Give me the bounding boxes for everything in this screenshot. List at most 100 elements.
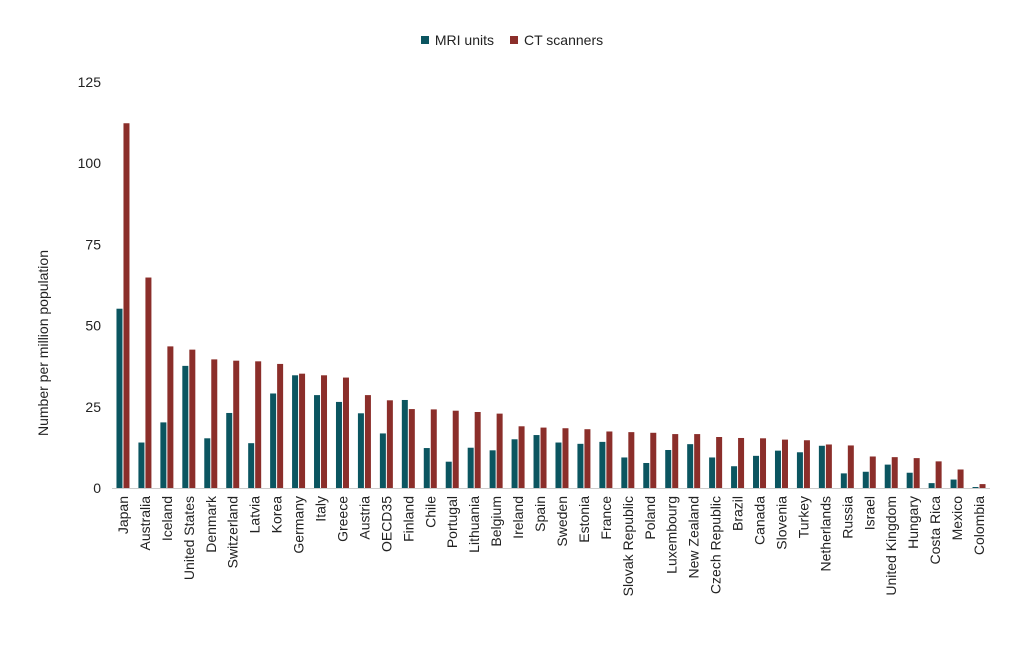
bar-mri (555, 442, 562, 488)
bar-mri (116, 308, 123, 488)
x-tick-label: Belgium (488, 496, 504, 547)
x-tick-label: Turkey (795, 496, 811, 538)
bar-mri (314, 395, 321, 488)
bar-mri (401, 399, 408, 488)
bar-mri (884, 464, 891, 488)
legend-swatch-ct (510, 36, 518, 44)
bar-ct (650, 432, 657, 488)
x-tick-label: Italy (313, 496, 329, 522)
bar-mri (665, 449, 672, 488)
x-tick-label: Sweden (554, 496, 570, 547)
bar-mri (709, 457, 716, 488)
bar-ct (430, 409, 437, 488)
x-tick-label: United Kingdom (883, 496, 899, 596)
bar-ct (540, 427, 547, 488)
bar-ct (913, 458, 920, 488)
legend-label-ct: CT scanners (524, 32, 604, 48)
bar-ct (606, 431, 613, 488)
bar-ct (496, 413, 503, 488)
bar-ct (694, 434, 701, 488)
x-tick-label: New Zealand (686, 496, 702, 579)
bar-mri (950, 479, 957, 488)
bar-mri (226, 412, 233, 488)
bar-mri (621, 457, 628, 488)
bar-ct (672, 434, 679, 488)
bar-ct (299, 373, 306, 488)
bar-mri (687, 444, 694, 488)
y-tick-label: 0 (93, 480, 101, 496)
y-tick-label: 100 (78, 155, 102, 171)
bar-mri (160, 422, 167, 488)
x-tick-label: Japan (115, 496, 131, 534)
legend-item-mri: MRI units (420, 32, 494, 48)
bar-ct (474, 411, 481, 488)
x-tick-label: Poland (642, 496, 658, 540)
x-tick-label: Finland (400, 496, 416, 542)
x-tick-label: Switzerland (225, 496, 241, 568)
x-tick-label: Costa Rica (927, 496, 943, 565)
x-tick-label: Ireland (510, 496, 526, 539)
x-tick-label: Portugal (444, 496, 460, 548)
x-tick-label: Latvia (247, 496, 263, 534)
x-tick-label: Spain (532, 496, 548, 532)
bar-mri (577, 443, 584, 488)
bar-mri (270, 393, 277, 488)
bar-mri (643, 462, 650, 488)
bar-mri (511, 439, 518, 488)
bar-ct (847, 445, 854, 488)
legend-label-mri: MRI units (434, 32, 494, 48)
y-tick-label: 50 (85, 318, 101, 334)
bar-ct (716, 437, 723, 488)
bar-mri (248, 443, 255, 488)
x-tick-label: Estonia (576, 496, 592, 543)
bar-ct (364, 395, 371, 488)
bar-ct (233, 360, 240, 488)
bar-ct (891, 457, 898, 488)
bar-mri (840, 473, 847, 488)
bar-mri (796, 452, 803, 488)
bar-mri (357, 413, 364, 488)
bar-mri (818, 445, 825, 488)
x-tick-label: Chile (422, 496, 438, 528)
bar-ct (123, 123, 130, 488)
legend-item-ct: CT scanners (510, 32, 603, 48)
legend-swatch-mri (420, 36, 429, 44)
x-tick-label: Colombia (971, 496, 987, 555)
bar-mri (423, 448, 430, 488)
bar-mri (292, 375, 299, 488)
bar-mri (379, 433, 386, 488)
x-tick-label: OECD35 (378, 496, 394, 552)
x-tick-label: Slovenia (773, 496, 789, 550)
bar-mri (774, 450, 781, 488)
x-tick-label: Slovak Republic (620, 496, 636, 596)
bar-mri (138, 442, 145, 488)
x-tick-label: Denmark (203, 495, 219, 553)
x-tick-label: Canada (752, 496, 768, 545)
x-tick-label: Luxembourg (664, 496, 680, 574)
bar-mri (182, 365, 189, 488)
x-tick-label: France (598, 496, 614, 540)
bar-mri (467, 447, 474, 488)
bar-ct (935, 461, 942, 488)
bar-ct (738, 437, 745, 488)
bar-mri (533, 435, 540, 488)
x-tick-label: Germany (291, 496, 307, 554)
bar-ct (584, 429, 591, 488)
bar-mri (335, 401, 342, 488)
bar-ct (518, 426, 525, 488)
bar-ct (452, 410, 459, 488)
bar-ct (167, 346, 174, 488)
x-tick-label: Mexico (949, 496, 965, 541)
bar-mri (906, 472, 913, 488)
x-tick-label: Czech Republic (708, 496, 724, 594)
bar-ct (255, 361, 262, 488)
bar-ct (957, 469, 964, 488)
x-tick-label: Russia (839, 496, 855, 539)
x-tick-label: Lithuania (466, 496, 482, 553)
bar-mri (862, 471, 869, 488)
bar-mri (928, 483, 935, 488)
bar-mri (204, 438, 211, 488)
x-tick-label: Israel (861, 496, 877, 530)
bar-ct (628, 432, 635, 488)
